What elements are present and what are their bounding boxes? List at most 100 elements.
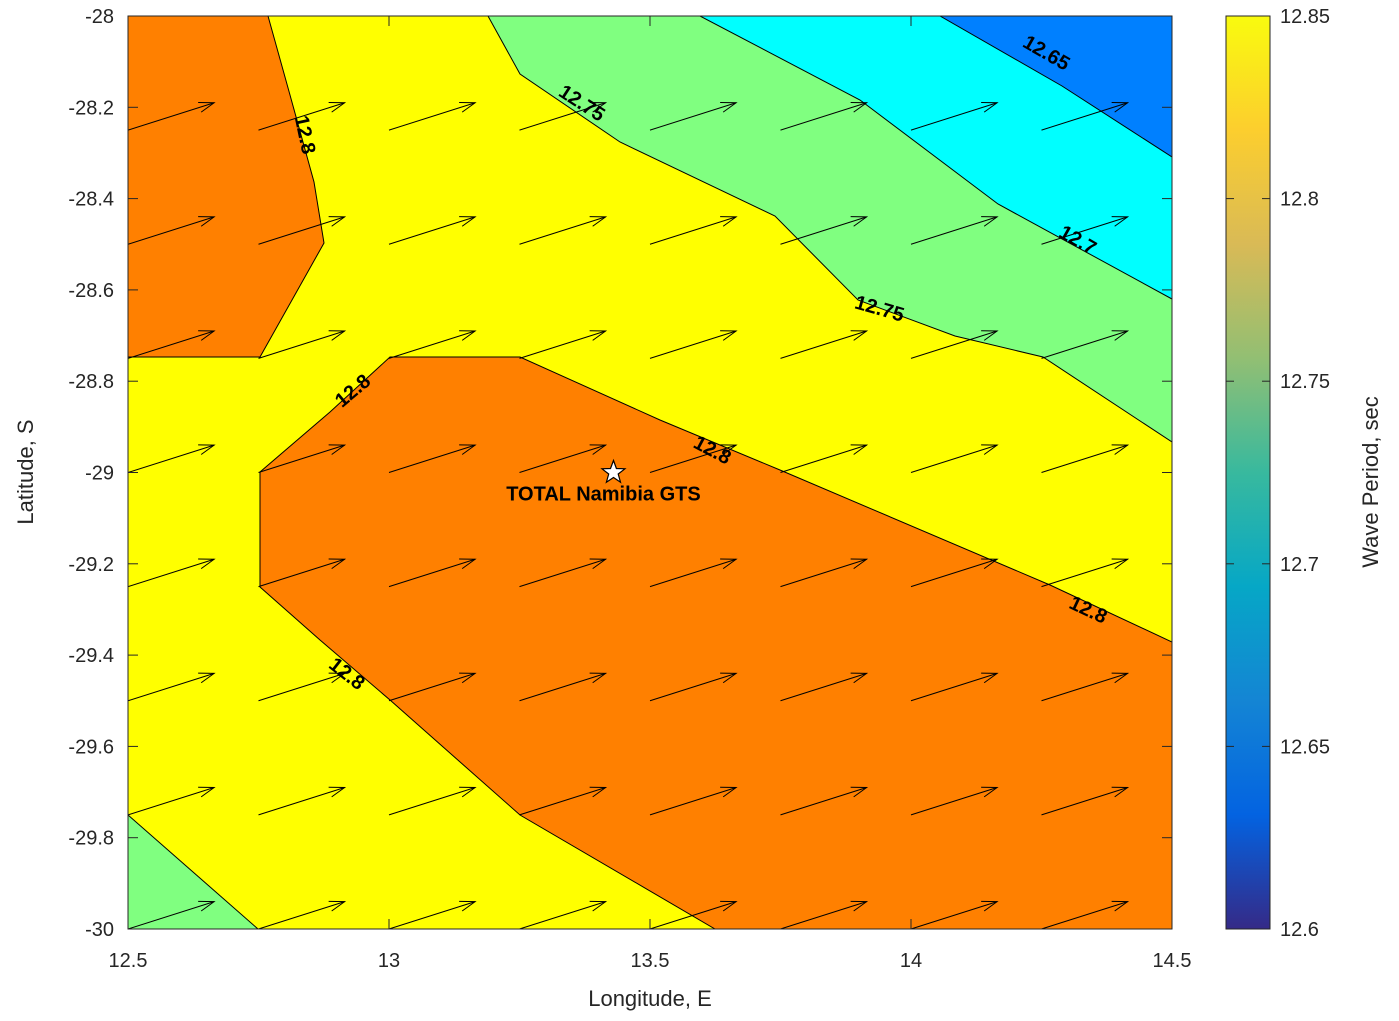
y-tick-label: -28.8 (68, 371, 114, 393)
colorbar-gradient (1225, 15, 1271, 930)
wave-arrow (519, 786, 608, 816)
contour-line-12-65 (939, 16, 1172, 158)
contour-line-12-7 (699, 16, 1172, 300)
wave-arrow (519, 558, 608, 588)
region-cyan (700, 16, 1172, 299)
wave-arrow (388, 444, 477, 473)
colorbar-label: Wave Period, sec (1358, 396, 1383, 568)
wave-arrow (519, 216, 608, 245)
colorbar-tick-label: 12.8 (1280, 189, 1319, 211)
y-axis-ticks: -28 -28.2 -28.4 -28.6 -28.8 -29 -29.2 -29.4 -29.… (68, 6, 1172, 941)
wave-arrow (649, 558, 738, 588)
wave-arrow (1041, 558, 1130, 588)
wave-arrow (910, 672, 999, 702)
wave-arrow (258, 444, 347, 473)
wave-arrow (780, 444, 869, 473)
wave-arrow (1041, 672, 1130, 702)
contour-lines (128, 16, 1172, 929)
wave-arrow (910, 900, 999, 929)
y-tick-label: -28 (85, 6, 114, 28)
y-tick-label: -29.4 (68, 645, 114, 667)
colorbar: 12.85 12.8 12.75 12.7 12.65 12.6 Wave Period,… (1225, 6, 1383, 941)
y-tick-label: -28.6 (68, 280, 114, 302)
wave-arrow (649, 330, 738, 359)
wave-arrow (780, 558, 869, 588)
wave-direction-arrows (128, 102, 1130, 929)
wave-arrow (1041, 786, 1130, 816)
contour-line-12-75-upper (487, 16, 1172, 443)
wave-arrow (780, 672, 869, 702)
wave-arrow (388, 672, 477, 702)
wave-arrow (258, 786, 347, 816)
wave-arrow (258, 558, 347, 588)
site-marker: TOTAL Namibia GTS (506, 458, 701, 506)
wave-arrow (258, 216, 347, 245)
wave-arrow (910, 330, 999, 359)
wave-arrow (780, 900, 869, 929)
y-axis-label: Latitude, S (13, 419, 38, 524)
x-tick-label: 14 (900, 950, 922, 972)
contour-line-12-75-bottomleft (128, 814, 259, 929)
x-tick-label: 14.5 (1153, 950, 1192, 972)
colorbar-ticks: 12.85 12.8 12.75 12.7 12.65 12.6 (1226, 6, 1330, 941)
wave-arrow (649, 216, 738, 245)
wave-arrow (258, 672, 347, 702)
wave-arrow (649, 900, 738, 929)
x-tick-label: 13 (378, 950, 400, 972)
wave-arrow (128, 786, 216, 816)
wave-arrow (1041, 102, 1130, 131)
wave-arrow (128, 558, 216, 588)
wave-arrow (388, 786, 477, 816)
wave-arrow (128, 672, 216, 702)
wave-arrow (519, 444, 608, 473)
x-axis-ticks: 12.5 13 13.5 14 14.5 (109, 16, 1192, 972)
y-tick-label: -29.8 (68, 828, 114, 850)
wave-arrow (649, 444, 738, 473)
wave-arrow (258, 330, 347, 359)
wave-arrow (388, 330, 477, 359)
region-blue (940, 16, 1172, 157)
wave-arrow (519, 330, 608, 359)
site-label: TOTAL Namibia GTS (506, 484, 700, 506)
wave-arrow (649, 786, 738, 816)
wave-arrow (258, 900, 347, 929)
y-tick-label: -28.2 (68, 97, 114, 119)
wave-arrow (519, 672, 608, 702)
wave-arrow (128, 900, 216, 929)
wave-arrow (780, 786, 869, 816)
wave-arrow (128, 330, 216, 359)
wave-arrow (1041, 216, 1130, 245)
colorbar-tick-label: 12.85 (1280, 6, 1330, 28)
wave-arrow (910, 786, 999, 816)
wave-arrow (388, 900, 477, 929)
x-tick-label: 12.5 (109, 950, 148, 972)
wave-arrow (910, 444, 999, 473)
wave-arrow (128, 102, 216, 131)
contour-line-12-8-topleft (128, 16, 325, 358)
wave-arrow (388, 558, 477, 588)
y-tick-label: -29 (85, 463, 114, 485)
colorbar-tick-label: 12.75 (1280, 371, 1330, 393)
wave-arrow (258, 102, 347, 131)
wave-arrow (1041, 900, 1130, 929)
colorbar-tick-label: 12.65 (1280, 736, 1330, 758)
x-axis-label: Longitude, E (588, 986, 712, 1011)
wave-arrow (519, 900, 608, 929)
wave-arrow (388, 102, 477, 131)
wave-arrow (780, 102, 869, 131)
region-orange-topleft (128, 16, 324, 357)
wave-arrow (128, 216, 216, 245)
y-tick-label: -30 (85, 919, 114, 941)
wave-arrow (910, 216, 999, 245)
wave-arrow (910, 558, 999, 588)
wave-arrow (780, 330, 869, 359)
y-tick-label: -29.6 (68, 736, 114, 758)
wave-arrow (649, 102, 738, 131)
wave-arrow (1041, 330, 1130, 359)
x-tick-label: 13.5 (631, 950, 670, 972)
colorbar-tick-label: 12.6 (1280, 919, 1319, 941)
wave-arrow (519, 102, 608, 131)
wave-arrow (1041, 444, 1130, 473)
wave-arrow (780, 216, 869, 245)
